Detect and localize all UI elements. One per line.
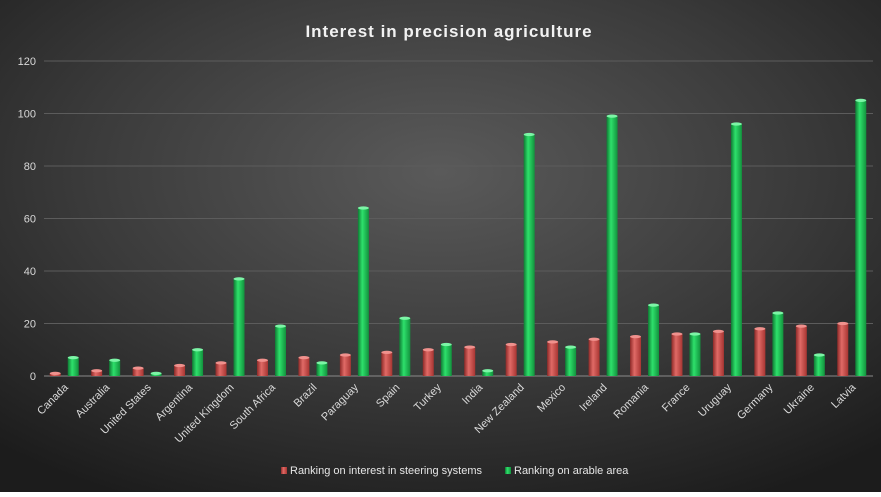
bar-top [606,114,618,118]
bar [606,116,618,376]
bar [547,341,559,376]
bar [256,360,268,376]
bar [440,344,452,376]
bar [192,349,204,376]
bar [588,339,600,376]
bar [837,323,849,376]
y-tick-label: 60 [24,214,36,226]
legend-label: Ranking on arable area [514,465,629,477]
bar-top [772,311,784,315]
bar [795,326,807,376]
bar [422,349,434,376]
bar-top [648,303,660,307]
bar [855,100,867,376]
bar [91,370,103,376]
bars [49,98,867,376]
bar-top [482,369,494,373]
bar-top [381,350,393,354]
bar-top [422,348,434,352]
y-tick-label: 20 [24,319,36,331]
bar [813,355,825,376]
bar [648,305,660,376]
bar [730,124,742,376]
bar-top [630,335,642,339]
bar-top [795,324,807,328]
bar-top [67,356,79,360]
bar-top [256,358,268,362]
bar [523,134,535,376]
bar-top [339,353,351,357]
bar-top [730,122,742,126]
y-axis-ticks: 0 20 40 60 80 100 120 [18,56,36,383]
bar-top [464,345,476,349]
bar [772,313,784,376]
bar-top [440,342,452,347]
bar-top [837,321,849,326]
bar [67,357,79,376]
bar [357,208,369,376]
bar [630,336,642,376]
bar-top [712,329,724,333]
bar-top [298,356,310,360]
bar [505,344,517,376]
bar-top [813,353,825,357]
bar [399,318,411,376]
bar-top [357,206,369,210]
bar-top [565,345,577,349]
y-tick-label: 120 [18,56,36,68]
bar-top [215,361,227,365]
bar-top [174,363,186,368]
bar-top [399,316,411,320]
gridlines [44,60,873,377]
y-tick-label: 40 [24,266,36,278]
bar-top [132,366,144,370]
bar [132,368,144,376]
bar [464,347,476,376]
bar-top [233,277,245,281]
bar-top [689,332,701,336]
bar-top [855,98,867,102]
bar-top [91,369,103,373]
bar [689,334,701,376]
bar-top [274,324,286,328]
bar-top [150,371,162,375]
bar [274,326,286,376]
bar [298,357,310,376]
bar-top [588,337,600,341]
bar-top [505,342,517,347]
bar [316,362,328,376]
y-tick-label: 0 [30,371,36,383]
bar [339,355,351,376]
legend-swatch [281,467,287,474]
bar [174,365,186,376]
y-tick-label: 100 [18,109,36,121]
legend-label: Ranking on interest in steering systems [290,465,482,477]
bar [233,278,245,376]
legend-swatch [505,467,511,474]
y-tick-label: 80 [24,161,36,173]
bar-top [192,348,204,352]
bar [381,352,393,376]
bar [482,370,494,376]
bar [754,328,766,376]
bar-top [754,327,766,331]
bar [712,331,724,376]
bar-top [49,371,61,375]
bar [109,360,121,376]
bar-top [316,361,328,365]
bar-top [547,340,559,344]
bar [565,347,577,376]
bar-top [523,132,535,137]
bar [215,362,227,376]
chart-title: Interest in precision agriculture [305,22,592,41]
legend: Ranking on interest in steering systems R… [281,465,629,477]
bar-top [109,358,121,362]
bar-top [671,332,683,336]
bar [671,334,683,376]
